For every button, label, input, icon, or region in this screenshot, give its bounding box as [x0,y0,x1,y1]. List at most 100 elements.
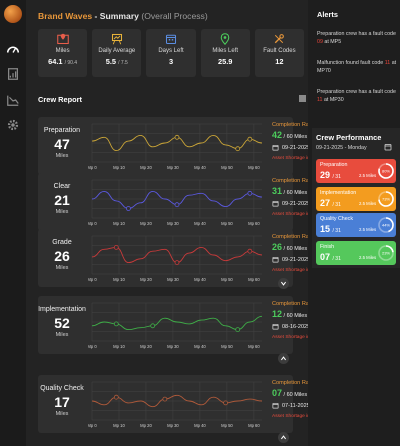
x-tick-label: Mp 60 [248,344,260,349]
crew-progress-marker [113,394,119,400]
x-tick-label: Mp 40 [194,344,206,349]
crew-progress-marker [113,321,119,327]
completion-info: Completion Ratio 26 / 60 Miles 09-21-2025 A… [272,229,334,287]
crew-miles-value: 17 [54,394,70,410]
alert-item[interactable]: Preparation crew has a fault code 11 at … [317,89,396,103]
crew-progress-marker [150,323,156,329]
x-tick-label: Mp 20 [140,277,152,282]
crew-progress-marker [126,206,131,211]
asset-shortage-link[interactable]: Asset Shortage in MpS [272,212,322,217]
performance-miles: 2.5 Miles [359,201,377,206]
completion-info: Completion Ratio 31 / 60 Miles 09-21-2025 A… [272,173,334,231]
x-tick-label: Mp 50 [221,344,233,349]
wrench-icon [275,34,285,44]
globe-logo [4,5,22,23]
kpi-label: Miles Left [212,48,239,54]
x-tick-label: Mp 40 [194,423,206,428]
crew-progress-marker [223,400,228,406]
expand-button[interactable] [278,278,289,289]
calendar-icon [165,34,177,45]
completion-ratio-label: Completion Ratio [272,380,315,386]
collapse-button[interactable] [278,353,289,364]
crew-summary: Quality Check 17 Miles [38,375,86,433]
crew-progress-marker [174,202,180,208]
crew-progress-marker [247,248,253,254]
crew-progress-chart: Mp 0 Mp 10 Mp 20 Mp 30 Mp 40 Mp 50 Mp 60 [88,302,263,349]
crew-progress-marker [162,396,168,402]
performance-card-finish[interactable]: Finish 07 / 31 2.5 Miles 23% [316,241,396,265]
x-tick-label: Mp 20 [140,423,152,428]
report-nav-button[interactable] [0,65,26,83]
collapse-button[interactable] [278,432,289,443]
x-tick-label: Mp 30 [167,277,179,282]
crew-miles-unit: Miles [55,209,69,215]
crew-performance-title: Crew Performance [316,133,382,142]
performance-value: 07 / 31 [320,252,341,262]
kpi-row: Miles 64.1 / 90.4 Daily Average 5.5 / 7.… [38,29,305,77]
x-tick-label: Mp 30 [167,344,179,349]
calendar-icon[interactable] [384,143,392,151]
kpi-fault-codes: Fault Codes 12 [254,29,305,77]
kpi-label: Daily Average [98,48,136,54]
kpi-label: Fault Codes [263,48,296,54]
completion-date: 09-21-2025 [272,256,334,263]
settings-nav-button[interactable] [0,116,26,134]
completion-date: 09-21-2025 [272,144,334,151]
crew-card-implementation[interactable]: Implementation 52 Miles Mp 0 Mp 10 Mp 20 Mp 30… [38,296,321,354]
kpi-days-left: Days Left 3 [146,29,196,77]
performance-card-preparation[interactable]: Preparation 29 / 31 2.5 Miles 80% [316,159,396,183]
report-icon [8,68,18,80]
x-tick-label: Mp 30 [167,165,179,170]
completion-info: Completion Ratio 12 / 60 Miles 08-16-2025 A… [272,296,334,354]
performance-value: 15 / 31 [320,224,341,234]
x-tick-label: Mp 10 [113,165,125,170]
gear-icon [7,119,19,131]
x-tick-label: Mp 60 [248,221,260,226]
x-tick-label: Mp 10 [113,344,125,349]
crew-progress-line [91,394,263,408]
alert-item[interactable]: Malfunction found fault code 11 at MP70 [317,60,397,74]
x-tick-label: Mp 0 [88,165,97,170]
x-tick-label: Mp 0 [88,344,97,349]
x-tick-label: Mp 50 [221,221,233,226]
gauge-nav-button[interactable] [0,40,26,58]
crew-card-preparation[interactable]: Preparation 47 Miles Mp 0 Mp 10 Mp 20 Mp 30 Mp … [38,117,321,175]
x-tick-label: Mp 60 [248,423,260,428]
kpi-miles: Miles 64.1 / 90.4 [38,29,88,77]
performance-name: Finish [320,244,335,250]
asset-shortage-link[interactable]: Asset Shortage in MpS [272,335,322,340]
kpi-miles-left: Miles Left 25.9 [200,29,250,77]
crew-progress-chart: Mp 0 Mp 10 Mp 20 Mp 30 Mp 40 Mp 50 Mp 60 [88,381,263,428]
performance-value: 29 / 31 [320,170,341,180]
x-tick-label: Mp 40 [194,277,206,282]
performance-miles: 2.5 Miles [359,173,377,178]
crew-card-quality-check[interactable]: Quality Check 17 Miles Mp 0 Mp 10 Mp 20 Mp 30 M… [38,375,321,433]
crew-progress-marker [174,260,180,266]
crew-report-title: Crew Report [38,95,82,104]
crew-miles-value: 21 [54,192,70,208]
x-tick-label: Mp 60 [248,277,260,282]
kpi-value: 5.5 / 7.5 [105,57,128,66]
crew-card-clear[interactable]: Clear 21 Miles Mp 0 Mp 10 Mp 20 Mp 30 Mp 40 Mp 5… [38,173,321,231]
kpi-daily-average: Daily Average 5.5 / 7.5 [92,29,142,77]
title-separator: - Summary [92,11,142,21]
asset-shortage-link[interactable]: Asset Shortage in MpS [272,268,322,273]
performance-card-quality-check[interactable]: Quality Check 15 / 31 2.5 Miles 44% [316,213,396,237]
crew-miles-unit: Miles [55,153,69,159]
calendar-icon [272,323,279,330]
chevron-up-icon [280,356,287,361]
asset-shortage-link[interactable]: Asset Shortage in MpS [272,414,322,419]
alert-item[interactable]: Preparation crew has a fault code 09 at … [317,31,396,45]
trend-nav-button[interactable] [0,91,26,109]
crew-miles-value: 47 [54,136,70,152]
crew-name: Grade [52,239,72,246]
asset-shortage-link[interactable]: Asset Shortage in MpS [272,156,322,161]
crew-progress-marker [235,146,241,152]
crew-name: Clear [53,183,71,190]
performance-card-implementation[interactable]: Implementation 27 / 31 2.5 Miles 73% [316,187,396,211]
x-tick-label: Mp 10 [113,423,125,428]
list-view-icon[interactable] [299,95,306,102]
crew-card-grade[interactable]: Grade 26 Miles Mp 0 Mp 10 Mp 20 Mp 30 Mp 40 Mp 5… [38,229,321,287]
progress-ring: 73% [378,191,394,207]
x-tick-label: Mp 20 [140,344,152,349]
